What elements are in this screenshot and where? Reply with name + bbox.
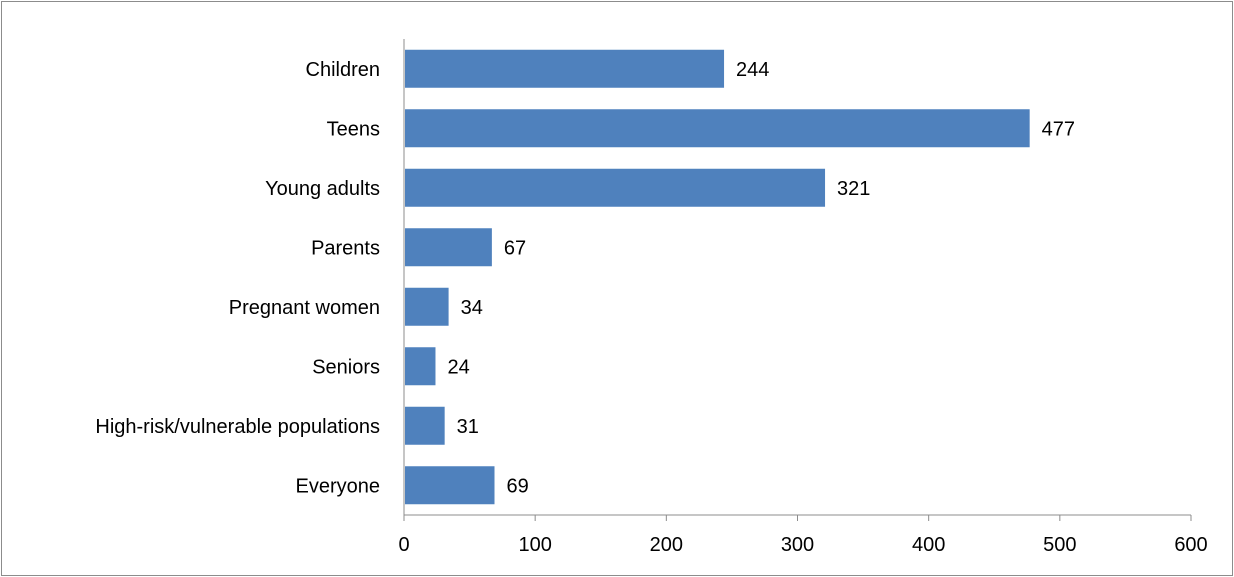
bar-5 [405,347,436,386]
value-labels-group: 244 477 321 67 34 24 31 69 [447,59,1075,498]
x-tick-label-1: 100 [518,534,551,556]
bars-group [405,49,1030,505]
bar-3 [405,228,492,267]
bar-2 [405,168,826,207]
x-tick-label-4: 400 [912,534,945,556]
category-label-2: Young adults [265,178,380,200]
category-label-5: Seniors [312,356,380,378]
category-label-1: Teens [327,118,380,140]
x-tick-label-6: 600 [1174,534,1207,556]
data-label-3: 67 [504,237,526,259]
data-label-4: 34 [461,297,483,319]
x-tick-label-0: 0 [398,534,409,556]
category-label-7: Everyone [296,475,381,497]
category-label-0: Children [306,59,380,81]
bar-6 [405,406,445,445]
bar-4 [405,287,449,326]
category-label-4: Pregnant women [229,297,380,319]
data-label-6: 31 [457,416,479,438]
data-label-7: 69 [507,475,529,497]
bar-0 [405,49,725,88]
bar-1 [405,109,1030,148]
data-label-5: 24 [447,356,469,378]
bar-7 [405,466,495,505]
x-tick-label-3: 300 [781,534,814,556]
x-tick-label-5: 500 [1043,534,1076,556]
category-labels-group: Children Teens Young adults Parents Pregnant… [95,59,380,498]
data-label-2: 321 [837,178,870,200]
data-label-1: 477 [1042,118,1075,140]
data-label-0: 244 [736,59,769,81]
category-label-3: Parents [311,237,380,259]
x-axis: 0 100 200 300 400 500 600 [398,514,1208,556]
category-label-6: High-risk/vulnerable populations [95,416,380,438]
x-tick-label-2: 200 [650,534,683,556]
